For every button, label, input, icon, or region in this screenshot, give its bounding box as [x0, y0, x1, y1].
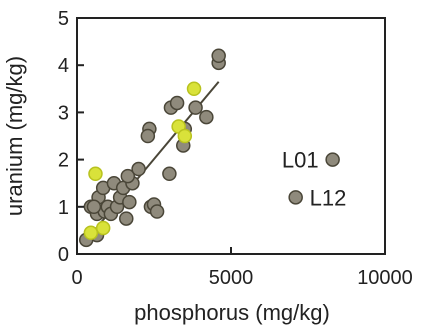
- gray-data-point: [288, 190, 303, 205]
- y-tick-label: 5: [58, 8, 69, 30]
- gray-data-point: [211, 48, 226, 64]
- yellow-data-point: [88, 166, 103, 182]
- y-tick-label: 3: [58, 102, 69, 124]
- yellow-data-point: [83, 225, 99, 241]
- y-tick-label: 2: [58, 150, 69, 172]
- x-tick-label: 0: [71, 267, 82, 289]
- points-layer: [78, 48, 340, 248]
- labels-layer: phosphorus (mg/kg) uranium (mg/kg): [2, 56, 330, 325]
- annotation-label: L01: [282, 148, 319, 173]
- gray-data-point: [188, 100, 203, 115]
- gray-data-point: [120, 168, 136, 184]
- y-tick-label: 0: [58, 244, 69, 266]
- x-axis-title: phosphorus (mg/kg): [134, 300, 330, 325]
- x-tick-label: 10000: [357, 267, 413, 289]
- gray-data-point: [86, 199, 102, 215]
- gray-data-point: [149, 204, 165, 219]
- gray-data-point: [131, 161, 146, 177]
- annotation-label: L12: [310, 185, 347, 210]
- gray-data-point: [162, 166, 177, 182]
- yellow-data-point: [95, 220, 111, 236]
- x-tick-label: 5000: [209, 267, 254, 289]
- gray-data-point: [325, 152, 340, 167]
- y-axis-title: uranium (mg/kg): [2, 56, 27, 216]
- y-tick-label: 4: [58, 55, 69, 77]
- gray-data-point: [122, 194, 137, 210]
- ticks-layer: 0 5000 10000 0 1 2 3 4 5: [58, 8, 413, 289]
- gray-data-point: [140, 128, 156, 144]
- yellow-data-point: [177, 128, 193, 144]
- gray-data-point: [169, 95, 185, 111]
- y-tick-label: 1: [58, 197, 69, 219]
- gray-data-point: [199, 109, 214, 125]
- yellow-data-point: [186, 81, 202, 97]
- gray-data-point: [119, 211, 134, 226]
